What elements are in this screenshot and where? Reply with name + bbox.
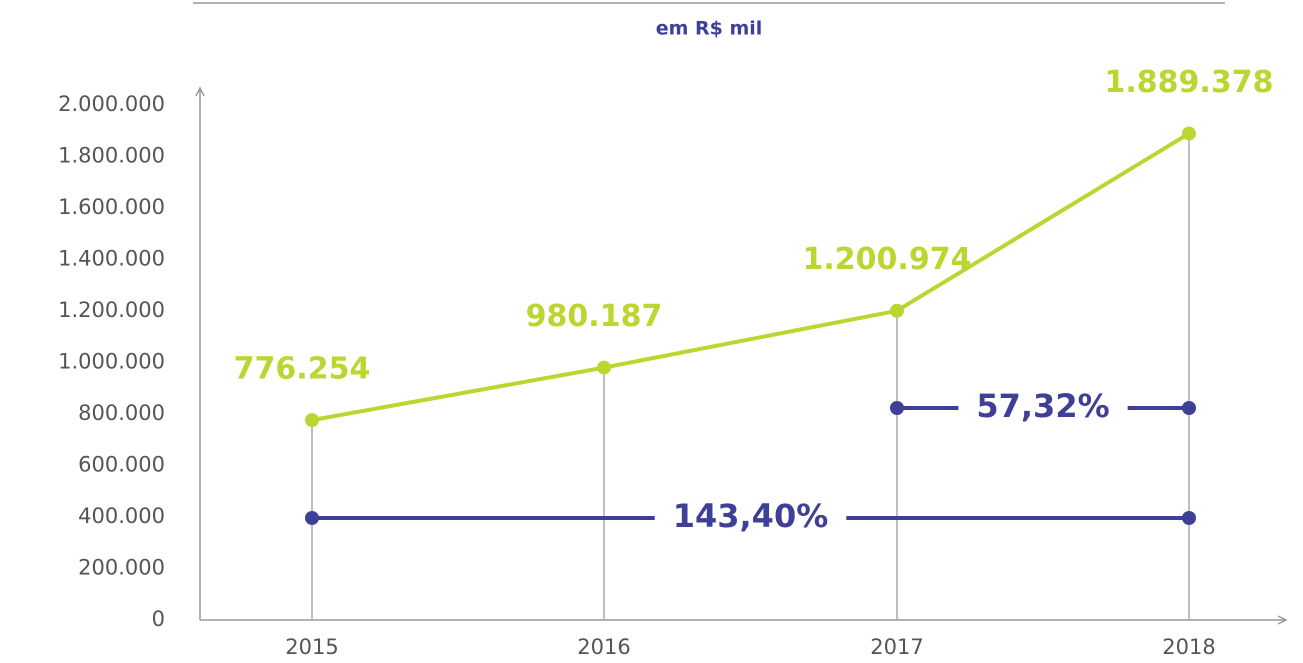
y-tick-label: 400.000 (78, 504, 165, 528)
x-tick-label: 2016 (577, 635, 630, 659)
data-label: 980.187 (526, 299, 663, 334)
line (311, 131, 1191, 423)
annotation: 143,40% (673, 497, 829, 535)
y-tick-label: 1.200.000 (58, 298, 165, 322)
y-tick-label: 600.000 (78, 453, 165, 477)
label-gap (958, 388, 1128, 428)
data-label: 1.889.378 (1105, 65, 1274, 100)
y-tick-label: 0 (152, 607, 165, 631)
x-tick-label: 2017 (870, 635, 923, 659)
point (305, 413, 319, 428)
y-tick-label: 200.000 (78, 556, 165, 580)
x-tick-label: 2018 (1162, 635, 1215, 659)
bracket-dot (305, 511, 319, 525)
x-arrow (1277, 615, 1288, 625)
y-tick-label: 1.400.000 (58, 247, 165, 271)
x-tick-label: 2015 (285, 635, 338, 659)
y-tick-label: 1.000.000 (58, 350, 165, 374)
point (890, 303, 904, 318)
bracket-dot (890, 401, 904, 415)
annotation: 57,32% (976, 387, 1109, 425)
bracket-dot (1182, 511, 1196, 525)
bracket-dot (1182, 401, 1196, 415)
data-label: 1.200.974 (803, 242, 972, 277)
point (1182, 126, 1196, 141)
y-tick-label: 1.800.000 (58, 144, 165, 168)
y-arrow (195, 86, 205, 97)
subtitle: em R$ mil (656, 18, 763, 40)
y-tick-label: 1.600.000 (58, 195, 165, 219)
point (597, 360, 611, 375)
label-gap (654, 498, 847, 538)
y-tick-label: 800.000 (78, 401, 165, 425)
data-label: 776.254 (234, 352, 371, 387)
y-tick-label: 2.000.000 (58, 92, 165, 116)
